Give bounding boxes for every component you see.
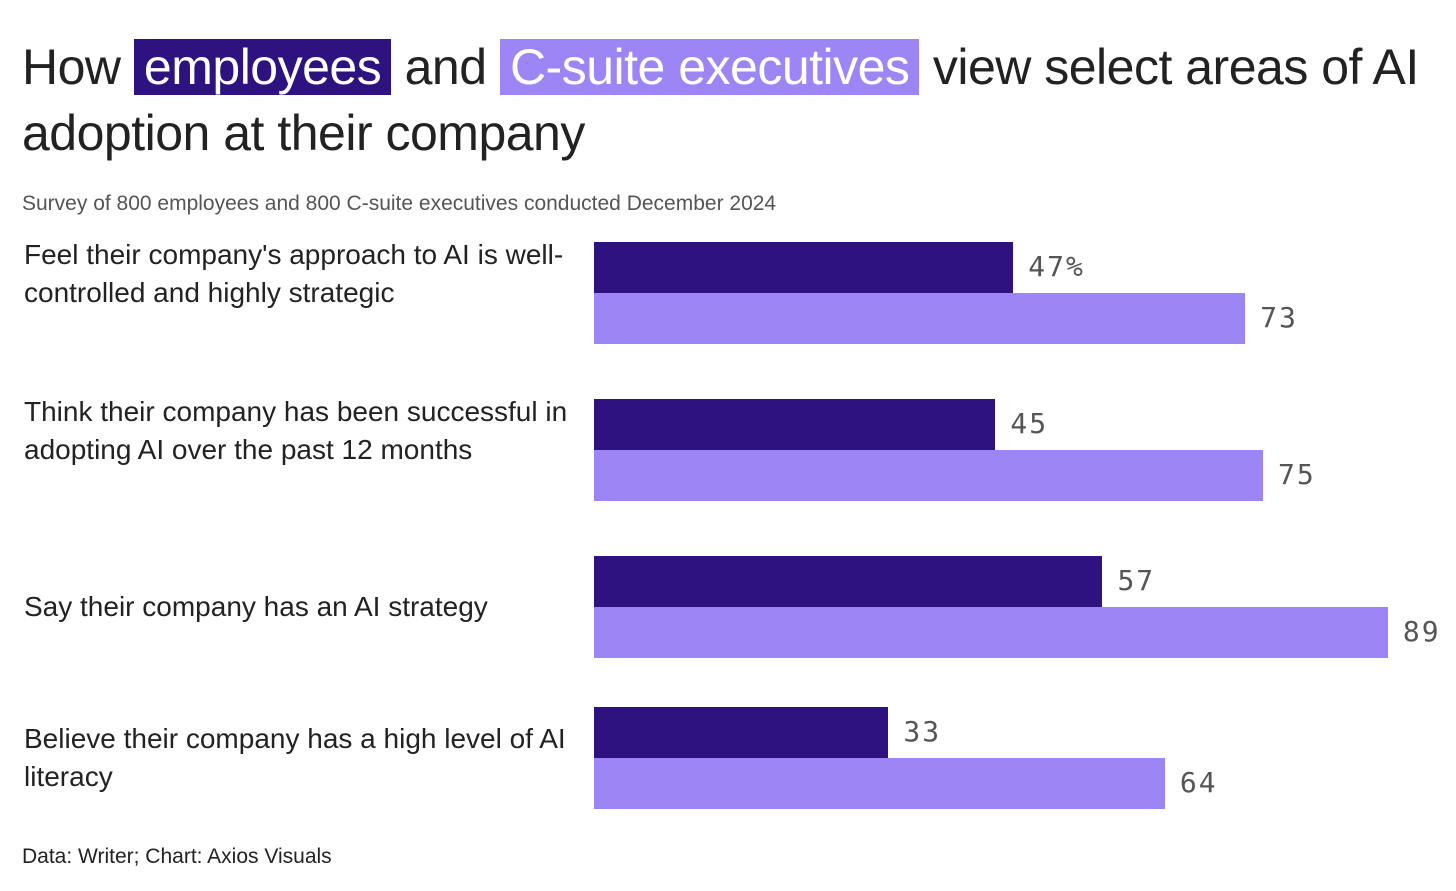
data-label: 47% bbox=[1028, 250, 1085, 283]
category-label: Say their company has an AI strategy bbox=[24, 591, 488, 622]
bar-csuite bbox=[594, 450, 1263, 501]
category-label: Believe their company has a high level o… bbox=[24, 723, 566, 792]
chart-subtitle: Survey of 800 employees and 800 C-suite … bbox=[22, 192, 777, 215]
bar-csuite bbox=[594, 293, 1246, 344]
chart-title: How employees and C-suite executives vie… bbox=[22, 34, 1442, 166]
data-label: 45 bbox=[1010, 407, 1049, 440]
data-label: 89 bbox=[1402, 615, 1441, 648]
bar-csuite bbox=[594, 607, 1388, 658]
category-label: Think their company has been successful … bbox=[24, 396, 568, 465]
title-text: and bbox=[391, 39, 500, 95]
bar-employees bbox=[594, 707, 889, 758]
title-text: How bbox=[22, 39, 134, 95]
bar-csuite bbox=[594, 758, 1165, 809]
legend-csuite: C-suite executives bbox=[499, 39, 920, 95]
category-label: Feel their company's approach to AI is w… bbox=[24, 239, 564, 308]
bar-employees bbox=[594, 242, 1014, 293]
data-label: 73 bbox=[1260, 301, 1298, 334]
legend-employees: employees bbox=[133, 39, 392, 95]
data-label: 64 bbox=[1179, 766, 1218, 799]
bar-employees bbox=[594, 399, 996, 450]
title-text: view select areas of AI adoption at thei… bbox=[22, 39, 1419, 161]
data-label: 75 bbox=[1278, 458, 1316, 491]
data-label: 33 bbox=[903, 715, 942, 748]
data-label: 57 bbox=[1117, 564, 1156, 597]
bar-employees bbox=[594, 556, 1103, 607]
chart-source: Data: Writer; Chart: Axios Visuals bbox=[22, 845, 332, 868]
